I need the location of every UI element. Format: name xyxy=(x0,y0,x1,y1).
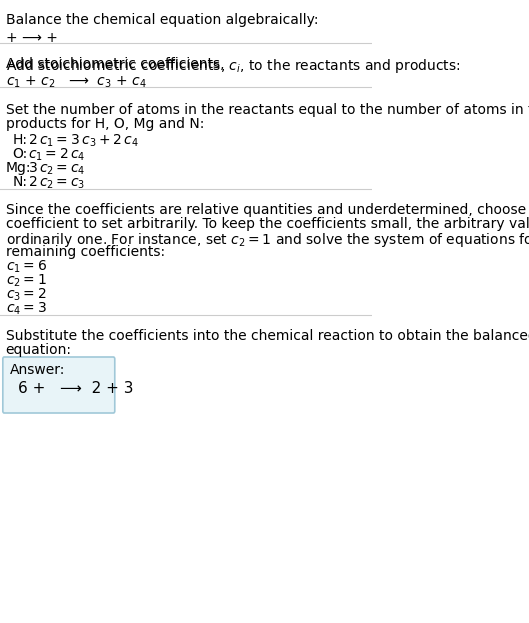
Text: Mg:: Mg: xyxy=(6,161,31,175)
Text: O:: O: xyxy=(13,147,28,161)
Text: $c_2 = 1$: $c_2 = 1$ xyxy=(6,273,47,290)
Text: coefficient to set arbitrarily. To keep the coefficients small, the arbitrary va: coefficient to set arbitrarily. To keep … xyxy=(6,217,529,231)
Text: products for H, O, Mg and N:: products for H, O, Mg and N: xyxy=(6,117,204,131)
Text: equation:: equation: xyxy=(6,343,71,357)
Text: Set the number of atoms in the reactants equal to the number of atoms in the: Set the number of atoms in the reactants… xyxy=(6,103,529,117)
Text: Since the coefficients are relative quantities and underdetermined, choose a: Since the coefficients are relative quan… xyxy=(6,203,529,217)
Text: H:: H: xyxy=(13,133,28,147)
Text: N:: N: xyxy=(13,175,28,189)
Text: $2\,c_2 = c_3$: $2\,c_2 = c_3$ xyxy=(28,175,86,191)
Text: $c_1 = 6$: $c_1 = 6$ xyxy=(6,259,47,275)
Text: $3\,c_2 = c_4$: $3\,c_2 = c_4$ xyxy=(28,161,86,178)
Text: Add stoichiometric coefficients, $c_i$, to the reactants and products:: Add stoichiometric coefficients, $c_i$, … xyxy=(6,57,460,75)
Text: 6 +   ⟶  2 + 3: 6 + ⟶ 2 + 3 xyxy=(19,381,134,396)
FancyBboxPatch shape xyxy=(3,357,115,413)
Text: $c_4 = 3$: $c_4 = 3$ xyxy=(6,301,47,317)
Text: $2\,c_1 = 3\,c_3 + 2\,c_4$: $2\,c_1 = 3\,c_3 + 2\,c_4$ xyxy=(28,133,139,150)
Text: + ⟶ +: + ⟶ + xyxy=(6,31,58,45)
Text: $c_3 = 2$: $c_3 = 2$ xyxy=(6,287,46,303)
Text: $c_1 = 2\,c_4$: $c_1 = 2\,c_4$ xyxy=(28,147,86,163)
Text: remaining coefficients:: remaining coefficients: xyxy=(6,245,165,259)
Text: Substitute the coefficients into the chemical reaction to obtain the balanced: Substitute the coefficients into the che… xyxy=(6,329,529,343)
Text: Add stoichiometric coefficients,: Add stoichiometric coefficients, xyxy=(6,57,229,71)
Text: Answer:: Answer: xyxy=(10,363,65,377)
Text: Balance the chemical equation algebraically:: Balance the chemical equation algebraica… xyxy=(6,13,318,27)
Text: ordinarily one. For instance, set $c_2 = 1$ and solve the system of equations fo: ordinarily one. For instance, set $c_2 =… xyxy=(6,231,529,249)
Text: $c_1$ + $c_2$   ⟶  $c_3$ + $c_4$: $c_1$ + $c_2$ ⟶ $c_3$ + $c_4$ xyxy=(6,75,147,90)
